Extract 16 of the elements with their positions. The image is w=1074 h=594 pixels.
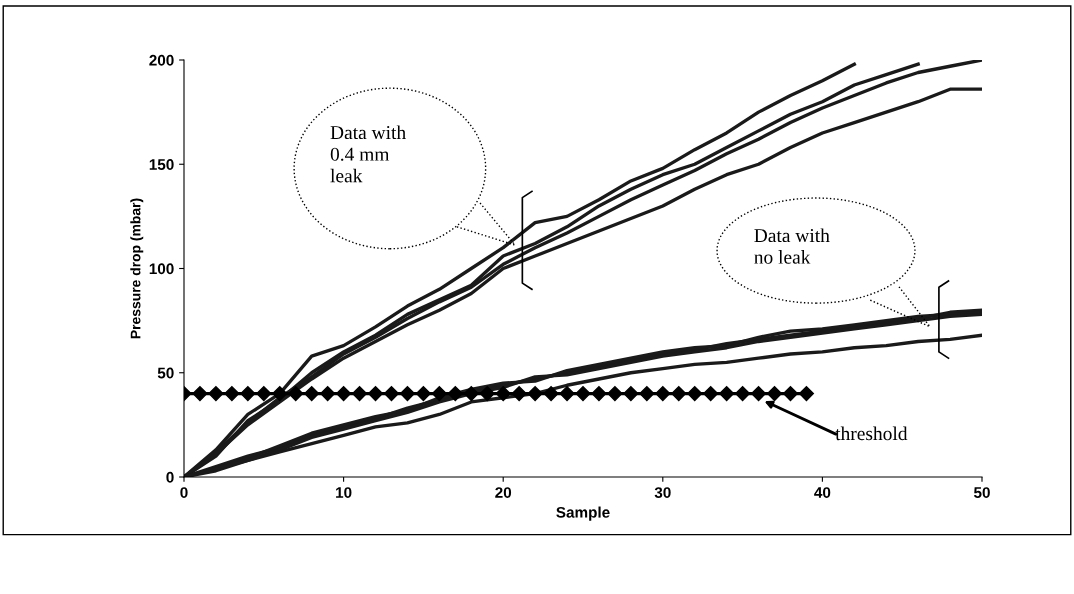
x-tick-label: 40 <box>814 487 831 498</box>
x-tick-label: 50 <box>973 487 990 498</box>
y-tick-label: 150 <box>149 159 174 170</box>
y-tick-label: 200 <box>149 54 174 66</box>
x-tick-label: 0 <box>180 487 188 498</box>
annotation: Data with 0.4 mm leak <box>330 125 406 183</box>
x-tick-label: 10 <box>336 487 352 498</box>
x-tick-label: 20 <box>495 487 512 498</box>
annotation: Data with no leak <box>754 228 830 264</box>
y-tick-label: 50 <box>157 367 174 379</box>
y-tick-label: 0 <box>166 471 174 483</box>
x-tick-label: 30 <box>654 487 671 498</box>
y-axis-title: Pressure drop (mbar) <box>130 198 144 339</box>
annotation: threshold <box>835 426 908 441</box>
y-tick-label: 100 <box>149 263 174 275</box>
x-axis-title: Sample <box>556 506 610 521</box>
